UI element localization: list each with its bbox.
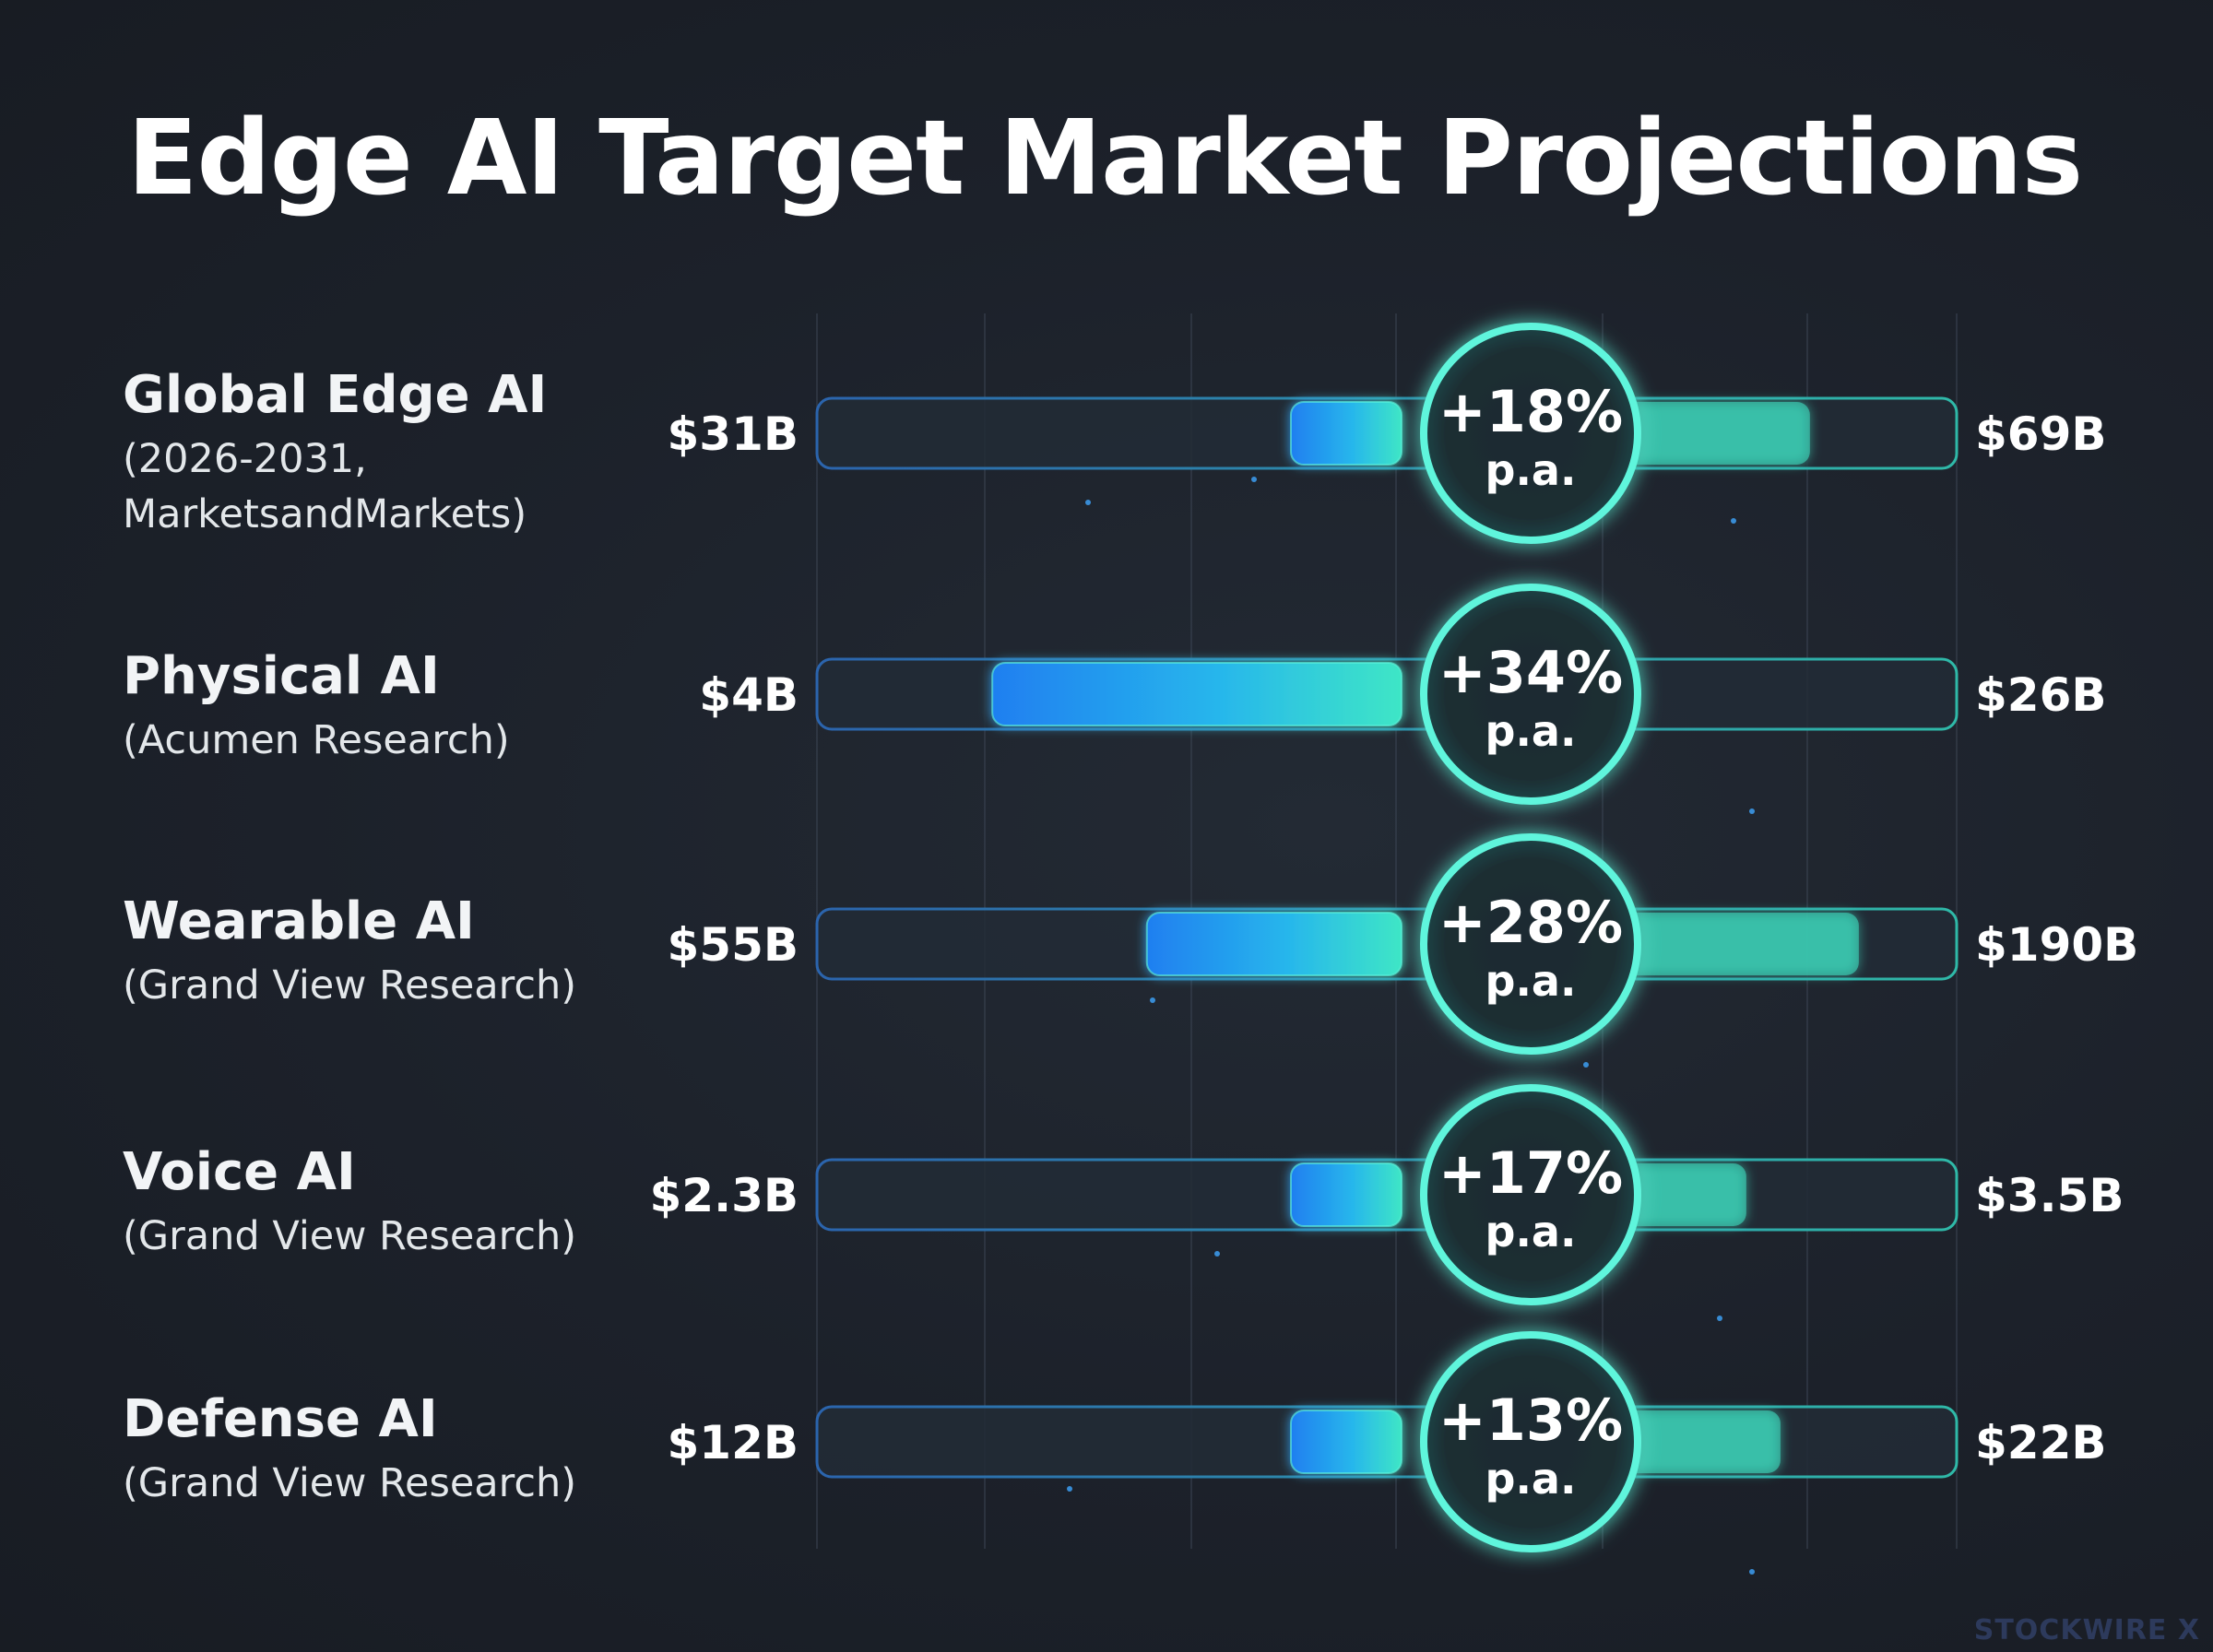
sparkle-dot [1067,1486,1072,1492]
growth-rate-label: +34% [1438,639,1623,706]
growth-ring [1420,1331,1641,1552]
sparkle-dot [1749,1569,1755,1575]
chart-row: +13%p.a. $12B $22B [668,1331,2106,1552]
bar-end-segment [1586,913,1859,975]
bar-end-segment [1586,402,1810,465]
start-value-label: $55B [668,918,799,972]
start-value-label: $12B [668,1416,799,1469]
growth-ring [1420,833,1641,1055]
start-value-label: $31B [668,407,799,461]
bar-start-segment [1290,1162,1402,1227]
row-category-label: Voice AI [123,1142,356,1202]
growth-unit-label: p.a. [1485,445,1577,495]
end-value-label: $69B [1975,407,2106,461]
growth-rate-label: +17% [1438,1139,1623,1207]
chart-row: +18%p.a. $31B $69B [668,323,2106,544]
growth-unit-label: p.a. [1485,1454,1577,1504]
sparkle-dot [1717,1316,1722,1321]
bar-start-segment [1290,401,1402,466]
chart-title: Edge AI Target Market Projections [127,99,2083,218]
growth-ring [1420,584,1641,805]
growth-rate-label: +18% [1438,378,1623,445]
end-value-label: $22B [1975,1416,2106,1469]
chart-row: +28%p.a. $55B $190B [668,833,2138,1055]
row-category-label: Defense AI [123,1389,438,1449]
row-source-label: (Grand View Research) [123,962,577,1009]
growth-unit-label: p.a. [1485,1207,1577,1257]
row-category-label: Wearable AI [123,891,475,951]
sparkle-dot [1749,808,1755,814]
start-value-label: $2.3B [650,1169,799,1222]
sparkle-dot [1731,518,1736,524]
bar-start-segment [1145,912,1402,976]
growth-rate-label: +13% [1438,1386,1623,1454]
bar-start-segment [991,662,1402,726]
end-value-label: $190B [1975,918,2138,972]
sparkles [1067,477,1755,1575]
growth-unit-label: p.a. [1485,956,1577,1006]
sparkle-dot [1214,1251,1220,1257]
row-source-label: (2026-2031, MarketsandMarkets) [123,436,527,538]
end-value-label: $26B [1975,668,2106,722]
end-value-label: $3.5B [1975,1169,2124,1222]
watermark: STOCKWIRE X [1973,1614,2200,1646]
growth-rate-label: +28% [1438,889,1623,956]
chart-row: +17%p.a. $2.3B $3.5B [650,1084,2124,1305]
row-source-label: (Acumen Research) [123,717,510,763]
sparkle-dot [1085,500,1091,505]
chart-row: +34%p.a. $4B $26B [699,584,2106,805]
growth-ring [1420,323,1641,544]
bar-start-segment [1290,1410,1402,1474]
row-category-label: Global Edge AI [123,365,548,425]
chart-rows: +18%p.a.$31B $69B+34%p.a.$4B $26B+28%p.a.$… [650,323,2138,1552]
growth-ring [1420,1084,1641,1305]
row-source-label: (Grand View Research) [123,1460,577,1506]
row-source-label: (Grand View Research) [123,1213,577,1259]
growth-unit-label: p.a. [1485,706,1577,756]
sparkle-dot [1583,1062,1589,1068]
start-value-label: $4B [699,668,799,722]
row-category-label: Physical AI [123,646,440,706]
sparkle-dot [1150,997,1155,1003]
sparkle-dot [1251,477,1257,482]
